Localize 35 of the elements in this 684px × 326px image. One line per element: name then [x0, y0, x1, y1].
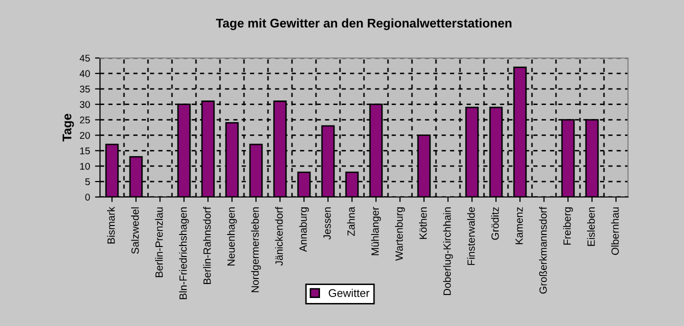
y-tick-label: 45 [80, 54, 90, 62]
x-tick-label: Salzwedel [131, 207, 139, 254]
x-tick-label: Annaburg [299, 207, 309, 252]
x-tick-label: Gröditz [491, 207, 499, 240]
x-tick-label: Berlin-Rahnsdorf [203, 206, 211, 284]
legend-label: Gewitter [328, 288, 370, 298]
x-tick-label: Doberlug-Kirchhain [443, 207, 453, 296]
y-tick-label: 25 [80, 116, 90, 124]
chart-title: Tage mit Gewitter an den Regionalwetterstationen [216, 18, 512, 30]
x-tick-label: Kamenz [516, 207, 523, 244]
y-tick-label: 10 [80, 162, 90, 170]
x-tick-label: Jänickendorf [275, 206, 283, 266]
x-tick-label: Bln-Friedrichshagen [179, 207, 189, 300]
y-tick-label: 5 [85, 178, 90, 186]
y-tick-label: 35 [80, 86, 90, 93]
x-tick-label: Jessen [324, 207, 331, 240]
x-tick-label: Neuenhagen [227, 207, 237, 266]
x-tick-label: Finsterwalde [467, 207, 475, 265]
y-tick-label: 30 [80, 101, 90, 108]
x-tick-label: Wartenburg [395, 207, 405, 261]
x-tick-label: Freiberg [563, 207, 573, 245]
x-tick-label: Zahna [347, 206, 355, 236]
x-tick-label: Olbernhau [611, 207, 619, 255]
x-tick-label: Köthen [419, 207, 427, 239]
y-axis-title: Tage [62, 114, 74, 142]
x-tick-label: Großerkmannsdorf [539, 206, 547, 294]
x-tick-label: Bismark [107, 206, 115, 244]
y-tick-label: 0 [85, 194, 90, 201]
x-tick-label: Mühlanger [371, 206, 381, 256]
y-tick-label: 20 [80, 132, 90, 139]
y-tick-label: 15 [80, 148, 90, 154]
x-tick-label: Berlin-Prenzlau [155, 207, 163, 278]
x-tick-label: Nordgermersleben [251, 207, 261, 292]
y-tick-label: 40 [80, 70, 90, 78]
x-tick-label: Eisleben [587, 207, 595, 246]
